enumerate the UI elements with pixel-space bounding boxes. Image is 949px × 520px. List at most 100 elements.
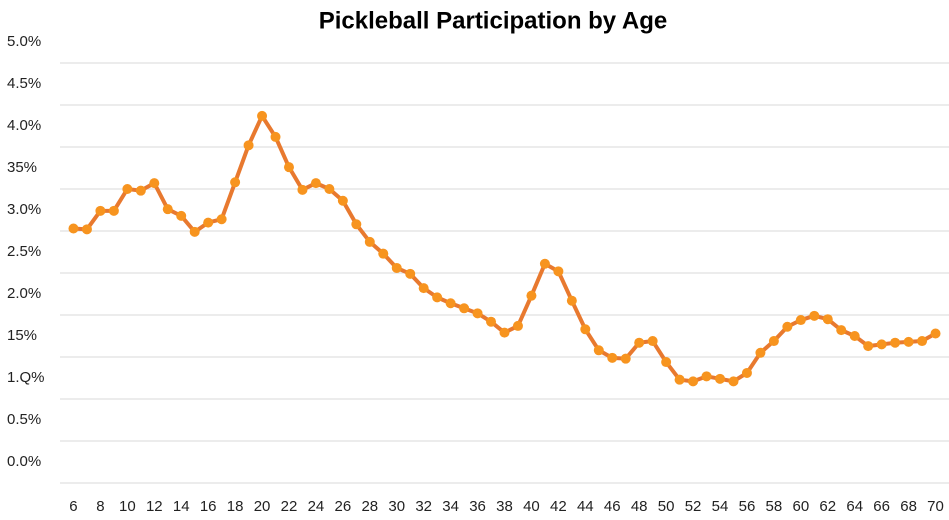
x-tick-label: 48 [631,498,648,515]
x-tick-label: 50 [658,498,675,515]
x-tick-label: 56 [739,498,756,515]
x-tick-label: 30 [388,498,405,515]
data-point [539,258,550,269]
data-point [310,178,321,189]
x-tick-label: 66 [873,498,890,515]
data-point [337,195,348,206]
data-point [445,298,456,309]
x-tick-label: 8 [96,498,104,515]
y-tick-label: 15% [7,327,37,344]
x-tick-label: 44 [577,498,594,515]
x-tick-label: 36 [469,498,486,515]
y-tick-label: 0.5% [7,411,41,428]
x-tick-label: 34 [442,498,459,515]
series-line [73,113,937,384]
data-point [688,376,699,387]
data-point [580,324,591,335]
x-tick-label: 32 [415,498,432,515]
data-point [701,371,712,382]
x-tick-label: 20 [254,498,271,515]
data-point [122,184,133,194]
data-point [135,185,146,196]
x-tick-label: 26 [335,498,352,515]
data-point [364,236,375,247]
x-tick-label: 58 [766,498,783,515]
data-point [836,325,847,336]
data-point [324,184,335,194]
x-tick-label: 28 [361,498,378,515]
x-tick-label: 52 [685,498,702,515]
data-point [189,226,200,237]
data-point [620,353,631,364]
x-tick-label: 68 [900,498,917,515]
x-tick-label: 6 [69,498,77,515]
y-tick-label: 4.0% [7,117,41,134]
data-point [108,205,119,216]
data-point [795,315,806,326]
x-tick-label: 70 [927,498,944,515]
x-tick-label: 64 [846,498,863,515]
data-point [149,178,160,189]
data-point [162,204,173,215]
x-tick-label: 12 [146,498,163,515]
data-point [378,248,389,259]
data-point [553,266,564,277]
x-tick-label: 62 [819,498,836,515]
data-point [391,262,402,273]
y-tick-label: 3.0% [7,201,41,218]
data-point [822,314,833,325]
data-point [203,217,214,228]
x-tick-label: 18 [227,498,244,515]
y-tick-label: 0.0% [7,453,41,470]
data-point [755,347,766,358]
data-point [634,337,645,348]
x-tick-label: 46 [604,498,621,515]
data-point [566,295,577,306]
x-tick-label: 24 [308,498,325,515]
data-point [728,376,739,387]
data-point [351,219,362,230]
data-point [418,283,429,294]
data-point [405,268,416,279]
data-point [270,131,281,142]
data-point [741,367,752,378]
data-point [283,162,294,173]
data-point [593,345,604,356]
y-tick-label: 1.Q% [7,369,45,386]
data-point [647,336,658,347]
data-point [782,321,793,332]
data-point [459,303,470,314]
data-point [176,210,187,221]
data-point [661,357,672,368]
x-tick-label: 22 [281,498,298,515]
data-point [257,110,268,121]
data-point [486,316,497,327]
data-point [890,337,901,348]
data-point [607,352,618,363]
x-tick-label: 38 [496,498,513,515]
data-point [526,290,537,301]
data-point [432,292,443,303]
data-point [768,336,779,347]
data-point [68,223,79,234]
data-point [230,177,241,188]
data-point [243,140,254,151]
data-point [472,308,483,319]
data-point [863,341,874,352]
data-point [512,320,523,331]
data-point [903,336,914,347]
y-tick-label: 35% [7,159,37,176]
x-tick-label: 14 [173,498,190,515]
x-tick-label: 42 [550,498,567,515]
x-tick-label: 10 [119,498,136,515]
chart-title: Pickleball Participation by Age [319,7,668,34]
data-point [809,310,820,321]
data-point [674,374,685,385]
data-point [917,336,928,347]
y-tick-label: 4.5% [7,75,41,92]
data-point [876,339,887,350]
data-point [95,205,106,216]
data-point [715,373,726,384]
